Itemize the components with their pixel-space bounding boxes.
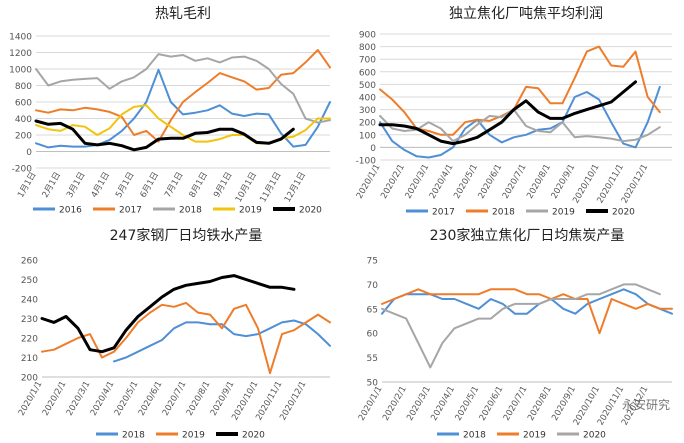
y-tick-label: 220 [21,335,38,345]
legend-label: 2018 [122,431,145,441]
legend-label: 2018 [463,431,486,441]
chart-coke-output: 230家独立焦化厂日均焦炭产量5055606570752020/1/12020/… [357,227,673,441]
chart-title: 热轧毛利 [155,6,211,22]
legend-label: 2019 [552,208,575,218]
y-tick-label: -200 [12,165,33,175]
y-tick-label: 55 [367,354,378,364]
x-tick-label: 8月1日 [188,171,211,200]
y-tick-label: 900 [359,31,376,41]
x-tick-label: 2020/7/1 [501,163,529,201]
series-line [35,68,331,149]
series-line [378,80,637,146]
legend-label: 2020 [299,206,322,216]
y-tick-label: 230 [21,315,38,325]
y-tick-label: 300 [359,106,376,116]
y-tick-label: 200 [21,374,38,384]
series-line [35,53,331,124]
series-line [113,319,331,363]
y-tick-label: 65 [367,305,378,315]
x-tick-label: 6月1日 [139,171,162,200]
y-tick-label: 700 [359,56,376,66]
y-tick-label: 500 [359,81,376,91]
y-tick-label: 50 [367,379,379,389]
series-line [379,85,661,159]
series-line [381,288,673,335]
x-tick-label: 2020/5/1 [452,163,480,201]
y-tick-label: 1000 [9,66,32,76]
watermark: 永安研究 [621,398,670,412]
x-tick-label: 2020/3/1 [404,163,432,201]
series-line [379,45,661,136]
y-tick-label: 0 [26,148,32,158]
x-tick-label: 12月1日 [283,171,308,205]
chart-coking-profit: 独立焦化厂吨焦平均利润 -100 0 100 200 300 400 500 600 700 800… [355,6,672,218]
x-tick-label: 2020/1/1 [355,163,383,201]
y-tick-label: 800 [15,82,32,92]
legend-label: 2018 [492,208,515,218]
y-tick-label: 400 [359,94,376,104]
series-line [41,301,331,375]
series-line [40,274,296,354]
y-tick-label: 200 [359,119,376,129]
y-tick-label: 1200 [9,49,32,59]
series-line [34,119,295,152]
chart-title: 独立焦化厂吨焦平均利润 [449,6,603,22]
series-line [379,108,661,143]
x-tick-label: 2020/9/1 [550,163,578,201]
y-tick-label: 70 [367,281,379,291]
legend-label: 2019 [182,431,205,441]
x-tick-label: 7月1日 [163,171,186,200]
y-tick-label: -100 [356,157,377,167]
x-tick-label: 1月1日 [16,171,39,200]
y-tick-label: 400 [15,115,32,125]
x-tick-label: 2020/4/1 [428,163,456,201]
y-tick-label: 0 [370,144,376,154]
legend-label: 2020 [242,431,265,441]
y-tick-label: 210 [21,354,38,364]
chart-hot-metal-output: 247家钢厂日均铁水产量2002102202302402502602020/1/… [17,227,331,441]
y-tick-label: 60 [367,330,379,340]
x-tick-label: 3月1日 [65,171,88,200]
x-tick-label: 11月1日 [258,171,283,205]
legend-label: 2020 [612,208,635,218]
y-tick-label: 800 [359,43,376,53]
x-tick-label: 2020/6/1 [477,163,505,201]
y-tick-label: 240 [21,296,38,306]
chart-hot-rolled-margin: 热轧毛利 -200 0 200 400 600 800 1000 1200 1400 1月1日 2月1… [9,6,331,216]
chart-title: 230家独立焦化厂日均焦炭产量 [430,227,625,244]
legend-label: 2016 [59,206,82,216]
y-tick-label: 100 [359,131,376,141]
x-tick-label: 2020/2/1 [379,163,407,201]
legend-label: 2018 [179,206,202,216]
y-tick-label: 600 [15,99,32,109]
y-tick-label: 1400 [9,33,32,43]
x-tick-label: 2月1日 [41,171,64,200]
x-tick-label: 9月1日 [212,171,235,200]
legend-label: 2020 [583,431,606,441]
chart-title: 247家钢厂日均铁水产量 [110,227,263,244]
y-tick-label: 200 [15,132,32,142]
y-tick-label: 260 [21,257,38,267]
legend-label: 2017 [119,206,142,216]
x-tick-label: 4月1日 [90,171,113,200]
series-line [35,49,331,143]
y-tick-label: 250 [21,276,38,286]
x-tick-label: 5月1日 [114,171,137,200]
series-line [381,283,661,369]
x-tick-label: 10月1日 [234,171,259,205]
legend-label: 2019 [239,206,262,216]
legend-label: 2017 [432,208,455,218]
legend-label: 2019 [523,431,546,441]
y-tick-label: 75 [367,257,378,267]
x-tick-label: 2020/8/1 [525,163,553,201]
y-tick-label: 600 [359,68,376,78]
